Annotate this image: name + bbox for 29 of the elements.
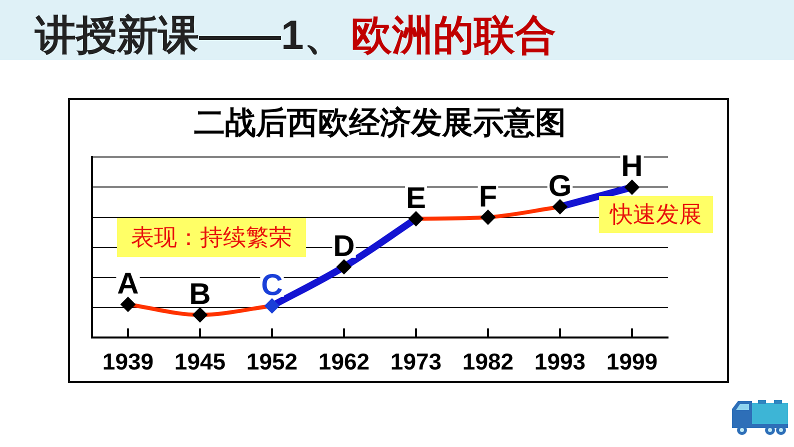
x-tick-label: 1993 bbox=[534, 348, 586, 375]
x-tick-label: 1982 bbox=[462, 348, 514, 375]
annotation: 快速发展 bbox=[599, 196, 713, 233]
point bbox=[264, 298, 280, 314]
annotation: B bbox=[189, 278, 211, 311]
x-tick-label: 1962 bbox=[318, 348, 370, 375]
point bbox=[624, 180, 640, 195]
annotation: E bbox=[406, 182, 426, 215]
point bbox=[120, 296, 136, 312]
annotation: C bbox=[261, 268, 283, 302]
point bbox=[480, 210, 496, 225]
x-tick-label: 1939 bbox=[102, 348, 154, 375]
text: 讲授新课——1、 bbox=[35, 10, 345, 60]
x-tick-label: 1952 bbox=[246, 348, 298, 375]
text: 欧洲的联合 bbox=[350, 10, 556, 60]
point bbox=[408, 211, 424, 226]
point bbox=[336, 259, 352, 274]
annotation: G bbox=[548, 170, 572, 203]
x-tick-label: 1945 bbox=[174, 348, 226, 375]
annotation: D bbox=[333, 230, 355, 263]
x-tick-label: 1999 bbox=[606, 348, 658, 375]
chart-title: 二战后西欧经济发展示意图 bbox=[194, 105, 566, 140]
annotation: F bbox=[478, 180, 498, 214]
annotation: H bbox=[621, 150, 643, 184]
annotation: 表现：持续繁荣 bbox=[117, 218, 306, 257]
x-tick-label: 1973 bbox=[390, 348, 442, 375]
annotation: A bbox=[117, 267, 139, 300]
point bbox=[192, 307, 208, 322]
point bbox=[552, 199, 568, 214]
